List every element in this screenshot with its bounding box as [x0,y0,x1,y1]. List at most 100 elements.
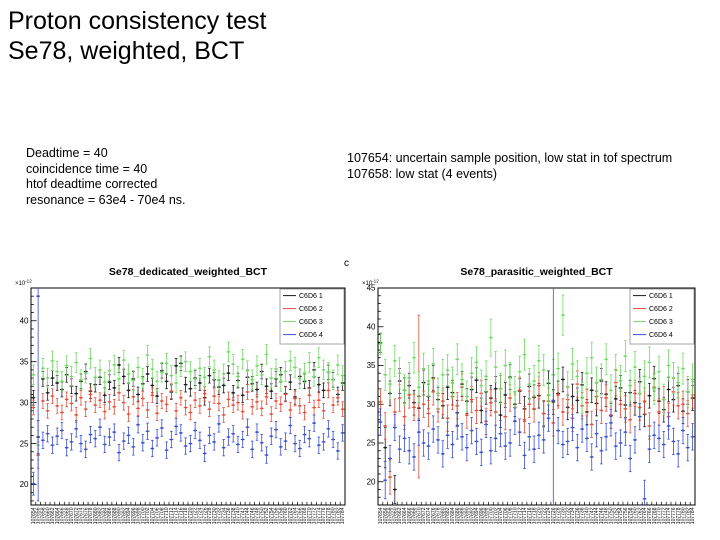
x-tick-label: 107738 [231,507,237,524]
series-group [378,288,695,505]
x-tick-label: 107694 [474,507,480,524]
series-c6d6-4 [31,288,345,502]
note-resonance-window: resonance = 63e4 - 70e4 ns. [26,192,186,207]
slide-title-line2: Se78, weighted, BCT [8,37,245,65]
x-tick-label: 107702 [493,507,499,524]
x-tick-label: 107704 [498,507,504,524]
x-tick-label: 107734 [221,507,227,524]
x-tick-label: 107698 [136,507,142,524]
x-tick-label: 107660 [45,507,51,524]
x-tick-label: 107776 [321,507,327,524]
x-tick-label: 107690 [464,507,470,524]
x-tick-label: 107730 [561,507,567,524]
x-tick-label: 107722 [193,507,199,524]
x-tick-label: 107752 [613,507,619,524]
x-tick-label: 107724 [197,507,203,524]
x-tick-label: 107766 [647,507,653,524]
slide-title-line1: Proton consistency test [8,7,267,35]
stray-label: c [344,258,349,269]
x-tick-label: 107702 [145,507,151,524]
x-tick-label: 107710 [512,507,518,524]
series-group [31,288,345,502]
x-tick-label: 107732 [217,507,223,524]
x-tick-label: 107716 [178,507,184,524]
x-tick-label: 107782 [335,507,341,524]
x-tick-label: 107676 [431,507,437,524]
chart-title: Se78_parasitic_weighted_BCT [460,266,613,278]
chart-title: Se78_dedicated_weighted_BCT [109,266,268,278]
x-tick-label: 107686 [107,507,113,524]
x-tick-label: 107686 [455,507,461,524]
x-tick-label: 107708 [508,507,514,524]
x-tick-label: 107656 [36,507,42,524]
series-c6d6-3 [378,294,695,416]
x-tick-label: 107712 [517,507,523,524]
x-tick-label: 107726 [202,507,208,524]
x-tick-label: 107758 [628,507,634,524]
x-tick-label: 107714 [522,507,528,524]
x-tick-label: 107772 [312,507,318,524]
x-tick-label: 107750 [259,507,265,524]
legend-entry-label: C6D6 3 [649,319,673,326]
note-run-107654: 107654: uncertain sample position, low s… [347,151,673,165]
x-tick-label: 107720 [537,507,543,524]
x-tick-label: 107760 [283,507,289,524]
x-tick-label: 107666 [407,507,413,524]
x-tick-label: 107718 [532,507,538,524]
x-tick-label: 107682 [98,507,104,524]
x-tick-label: 107700 [488,507,494,524]
x-tick-label: 107678 [436,507,442,524]
y-tick-label: 35 [20,357,29,366]
x-tick-label: 107784 [340,507,346,524]
x-tick-label: 107768 [302,507,308,524]
x-tick-label: 107764 [293,507,299,524]
x-tick-label: 107778 [676,507,682,524]
y-tick-label: 45 [367,284,376,293]
slide-title: Proton consistency test Se78, weighted, … [8,6,266,66]
x-tick-label: 107730 [212,507,218,524]
legend-entry-label: C6D6 4 [299,332,323,339]
legend-entry-label: C6D6 2 [299,306,323,313]
y-tick-label: 30 [367,400,376,409]
note-deadtime: Deadtime = 40 [26,146,108,160]
x-tick-label: 107684 [102,507,108,524]
x-tick-label: 107662 [50,507,56,524]
x-tick-label: 107706 [503,507,509,524]
x-tick-label: 107668 [64,507,70,524]
x-tick-label: 107704 [150,507,156,524]
y-tick-label: 20 [367,477,376,486]
x-tick-label: 107688 [460,507,466,524]
legend-entry-label: C6D6 4 [649,332,673,339]
x-tick-label: 107770 [657,507,663,524]
x-tick-label: 107736 [575,507,581,524]
x-tick-label: 107662 [397,507,403,524]
series-c6d6-4 [378,288,695,505]
x-tick-label: 107664 [402,507,408,524]
x-tick-label: 107760 [633,507,639,524]
x-tick-label: 107768 [652,507,658,524]
legend-entry-label: C6D6 3 [299,319,323,326]
x-tick-label: 107754 [618,507,624,524]
x-tick-label: 107728 [556,507,562,524]
x-tick-label: 107736 [226,507,232,524]
x-axis [377,501,696,505]
y-tick-label: 35 [367,361,376,370]
x-tick-label: 107776 [671,507,677,524]
x-tick-label: 107700 [140,507,146,524]
analysis-settings-note: Deadtime = 40 coincidence time = 40 htof… [26,146,186,208]
series-c6d6-1 [378,333,695,504]
x-tick-label: 107708 [159,507,165,524]
x-tick-label: 107772 [661,507,667,524]
x-tick-label: 107666 [60,507,66,524]
x-axis [30,501,346,505]
x-tick-labels: 1076541076561076581076601076621076641076… [31,507,346,524]
x-tick-label: 107720 [188,507,194,524]
x-tick-label: 107734 [570,507,576,524]
x-tick-label: 107744 [245,507,251,524]
y-tick-label: 30 [20,398,29,407]
x-tick-label: 107688 [112,507,118,524]
x-tick-label: 107680 [93,507,99,524]
y-tick-label: 25 [20,439,29,448]
x-tick-label: 107680 [440,507,446,524]
